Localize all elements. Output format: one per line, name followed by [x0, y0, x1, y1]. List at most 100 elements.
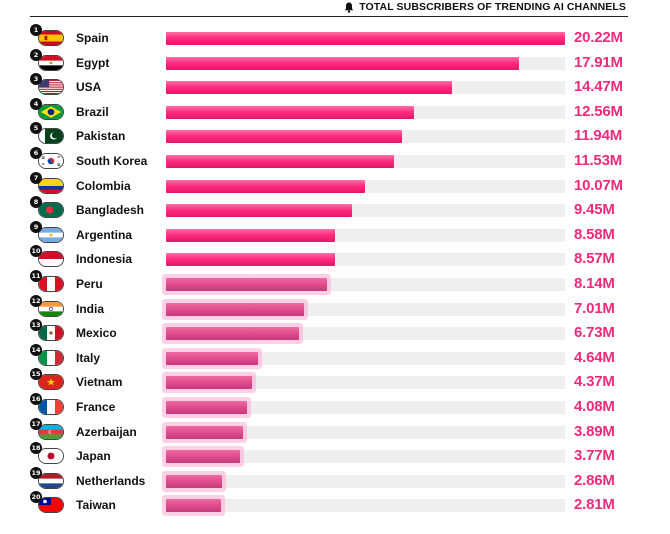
value-label: 10.07M [574, 176, 623, 194]
chart-row-argentina: Argentina 9 8.58M [0, 220, 670, 248]
india-flag-icon [38, 300, 64, 317]
rank-badge: 14 [30, 343, 42, 356]
chart-row-taiwan: Taiwan 20 2.81M [0, 491, 670, 518]
country-label: Netherlands [76, 473, 146, 488]
value-label: 8.14M [574, 275, 615, 292]
bar [166, 425, 243, 439]
country-label: Vietnam [76, 375, 123, 390]
value-label: 11.53M [574, 152, 623, 169]
value-label: 4.08M [574, 398, 615, 415]
country-label: Brazil [76, 104, 109, 119]
header-divider [30, 16, 628, 17]
brazil-flag-icon [38, 103, 64, 120]
bar [166, 499, 222, 513]
bar-track [166, 425, 565, 439]
bar [166, 56, 520, 70]
chart-row-spain: Spain 1 20.22M [0, 24, 670, 51]
value-label: 7.01M [574, 299, 615, 317]
value-label: 2.86M [574, 471, 615, 489]
bar-track [166, 351, 565, 365]
bar [166, 32, 565, 45]
rank-badge: 6 [30, 147, 42, 159]
south-korea-flag-icon [38, 153, 64, 169]
rank-badge: 2 [30, 48, 42, 61]
chart-header: TOTAL SUBSCRIBERS OF TRENDING AI CHANNEL… [344, 0, 626, 14]
value-label: 20.22M [574, 29, 623, 46]
bar [166, 474, 223, 488]
bar [166, 155, 394, 168]
chart-row-japan: Japan 18 3.77M [0, 442, 670, 469]
chart-row-mexico: Mexico 13 6.73M [0, 319, 670, 346]
chart-row-colombia: Colombia 7 10.07M [0, 171, 670, 199]
country-label: Pakistan [76, 129, 126, 144]
chart-row-indonesia: Indonesia 10 8.57M [0, 245, 670, 272]
bar [166, 228, 336, 242]
indonesia-flag-icon [38, 251, 64, 268]
country-label: Taiwan [76, 498, 116, 513]
country-label: Colombia [76, 178, 131, 193]
chart-row-netherlands: Netherlands 19 2.86M [0, 466, 670, 494]
country-label: Egypt [76, 55, 110, 70]
value-label: 11.94M [574, 127, 623, 145]
bar [166, 278, 327, 291]
country-label: Indonesia [76, 252, 133, 267]
rank-badge: 19 [30, 466, 42, 479]
chart-row-egypt: Egypt 2 17.91M [0, 48, 670, 76]
country-label: Spain [76, 31, 109, 45]
bar [166, 450, 241, 464]
bar [166, 327, 299, 341]
rank-badge: 17 [30, 417, 42, 430]
country-label: Japan [76, 449, 111, 464]
bar [166, 130, 402, 144]
country-label: USA [76, 80, 102, 95]
bar-track [166, 450, 565, 464]
country-label: Azerbaijan [76, 424, 137, 439]
bar [166, 401, 247, 414]
chart-row-usa: USA 3 14.47M [0, 73, 670, 100]
chart-row-south-korea: South Korea 6 11.53M [0, 147, 670, 174]
rank-badge: 5 [30, 122, 42, 135]
spain-flag-icon [38, 30, 64, 46]
egypt-flag-icon [38, 54, 64, 71]
value-label: 14.47M [574, 78, 623, 96]
value-label: 8.58M [574, 225, 615, 243]
bar [166, 105, 414, 119]
bar [166, 376, 253, 390]
rank-badge: 9 [30, 220, 42, 233]
country-label: Bangladesh [76, 203, 145, 218]
value-label: 9.45M [574, 201, 615, 219]
rank-badge: 15 [30, 368, 42, 381]
chart-row-pakistan: Pakistan 5 11.94M [0, 122, 670, 149]
value-label: 3.89M [574, 422, 615, 440]
chart-row-india: India 12 7.01M [0, 294, 670, 322]
country-label: Peru [76, 277, 103, 291]
value-label: 2.81M [574, 496, 615, 514]
country-label: South Korea [76, 154, 148, 168]
rank-badge: 7 [30, 171, 42, 184]
vietnam-flag-icon [38, 374, 64, 391]
bar-track [166, 474, 565, 488]
rank-badge: 4 [30, 97, 42, 110]
usa-flag-icon [38, 79, 64, 96]
chart-row-bangladesh: Bangladesh 8 9.45M [0, 196, 670, 223]
country-label: India [76, 301, 105, 316]
chart-row-france: France 16 4.08M [0, 393, 670, 420]
italy-flag-icon [38, 349, 64, 366]
country-label: France [76, 400, 116, 414]
rank-badge: 10 [30, 245, 42, 258]
value-label: 8.57M [574, 250, 615, 268]
mexico-flag-icon [38, 325, 64, 342]
netherlands-flag-icon [38, 472, 64, 489]
bar-track [166, 376, 565, 390]
value-label: 17.91M [574, 53, 623, 71]
chart-title: TOTAL SUBSCRIBERS OF TRENDING AI CHANNEL… [359, 1, 626, 13]
bar [166, 204, 353, 218]
value-label: 4.64M [574, 348, 615, 366]
value-label: 4.37M [574, 373, 615, 391]
rank-badge: 12 [30, 294, 42, 307]
bar [166, 253, 336, 267]
taiwan-flag-icon [38, 497, 64, 514]
rank-badge: 20 [30, 491, 42, 504]
rank-badge: 16 [30, 393, 42, 405]
